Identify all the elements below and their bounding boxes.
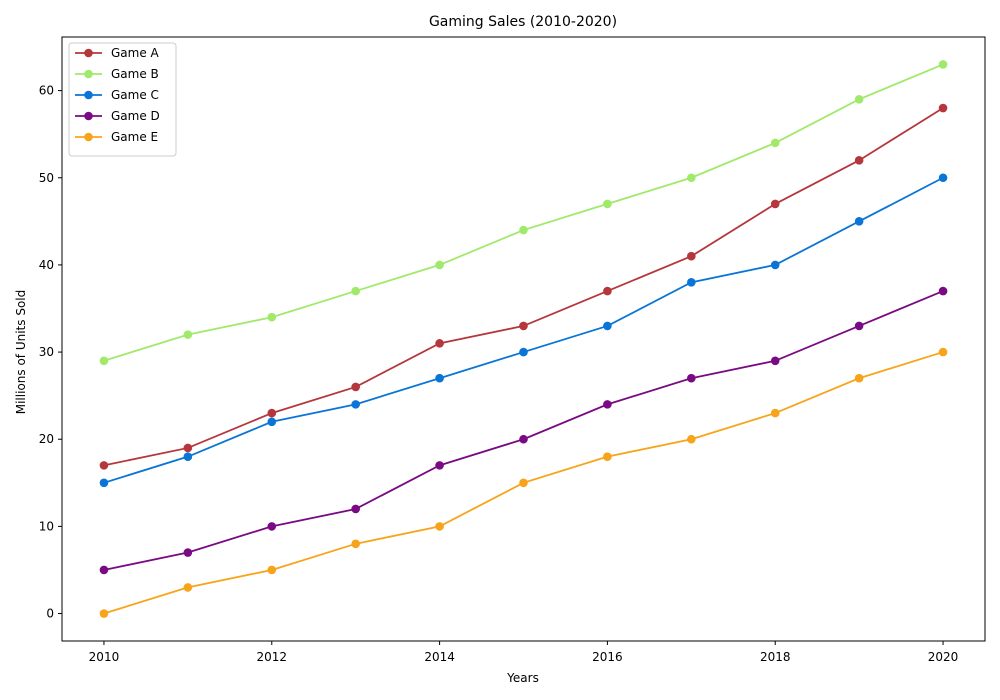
legend-label: Game C	[111, 88, 159, 102]
data-point	[938, 60, 948, 69]
data-point	[519, 321, 528, 331]
data-point	[267, 417, 277, 427]
data-point	[770, 260, 780, 270]
data-point	[687, 373, 696, 383]
data-point	[435, 339, 444, 348]
data-point	[854, 95, 864, 104]
y-tick-label: 0	[46, 607, 54, 621]
data-point	[435, 260, 444, 270]
legend-label: Game D	[111, 109, 160, 123]
data-point	[99, 478, 109, 488]
data-point	[183, 452, 193, 461]
legend-marker	[84, 132, 93, 142]
data-point	[519, 347, 528, 357]
data-point	[183, 583, 193, 592]
data-point	[267, 408, 277, 418]
data-point	[435, 522, 444, 531]
data-point	[687, 173, 696, 183]
y-axis-title: Millions of Units Sold	[14, 290, 28, 415]
data-point	[351, 286, 360, 296]
legend-marker	[84, 48, 93, 58]
y-tick-label: 20	[39, 432, 54, 446]
data-point	[267, 565, 277, 575]
y-tick-label: 50	[39, 171, 54, 185]
legend-label: Game A	[111, 46, 160, 60]
data-point	[603, 286, 612, 296]
data-point	[770, 408, 780, 418]
series-game-a	[99, 103, 948, 470]
data-point	[603, 452, 612, 461]
data-point	[603, 199, 612, 209]
y-tick-label: 60	[39, 84, 54, 98]
data-point	[687, 434, 696, 444]
data-point	[267, 312, 277, 322]
data-point	[519, 478, 528, 488]
data-point	[519, 225, 528, 235]
data-point	[435, 373, 444, 383]
legend-marker	[84, 111, 93, 121]
legend-marker	[84, 90, 93, 100]
data-point	[351, 539, 360, 549]
x-tick-label: 2020	[928, 650, 959, 664]
data-point	[854, 156, 864, 165]
legend-label: Game E	[111, 130, 158, 144]
data-point	[938, 286, 948, 296]
legend-label: Game B	[111, 67, 159, 81]
series-line	[103, 63, 944, 362]
data-point	[183, 330, 193, 339]
legend: Game A Game B Game C Game D Game E	[68, 42, 177, 157]
data-point	[938, 173, 948, 183]
data-point	[183, 443, 193, 453]
data-point	[854, 217, 864, 226]
series-line	[103, 107, 944, 467]
data-point	[267, 522, 277, 531]
x-tick-label: 2016	[592, 650, 623, 664]
x-tick-label: 2018	[760, 650, 791, 664]
data-point	[99, 461, 109, 470]
data-point	[938, 103, 948, 113]
data-point	[938, 347, 948, 357]
data-point	[854, 373, 864, 383]
plot-frame	[61, 36, 986, 642]
x-tick-label: 2014	[424, 650, 455, 664]
chart-title: Gaming Sales (2010-2020)	[429, 14, 617, 30]
data-point	[687, 251, 696, 261]
data-point	[99, 356, 109, 366]
data-point	[770, 138, 780, 148]
data-point	[603, 321, 612, 331]
series-game-b	[99, 60, 948, 366]
data-point	[99, 609, 109, 618]
data-point	[770, 356, 780, 366]
data-point	[351, 400, 360, 409]
series-game-e	[99, 347, 948, 618]
legend-box	[68, 42, 177, 157]
x-tick-label: 2010	[89, 650, 120, 664]
x-tick-label: 2012	[256, 650, 287, 664]
x-axis-title: Years	[506, 671, 539, 685]
series-game-c	[99, 173, 948, 488]
data-point	[183, 548, 193, 557]
legend-marker	[84, 69, 93, 79]
data-point	[603, 400, 612, 409]
data-point	[351, 504, 360, 514]
data-point	[687, 278, 696, 287]
data-point	[519, 434, 528, 444]
y-tick-label: 40	[39, 258, 54, 272]
data-point	[351, 382, 360, 392]
series-game-d	[99, 286, 948, 575]
data-point	[435, 461, 444, 470]
data-point	[770, 199, 780, 209]
y-tick-label: 10	[39, 519, 54, 533]
data-point	[854, 321, 864, 331]
y-tick-label: 30	[39, 345, 54, 359]
data-point	[99, 565, 109, 575]
